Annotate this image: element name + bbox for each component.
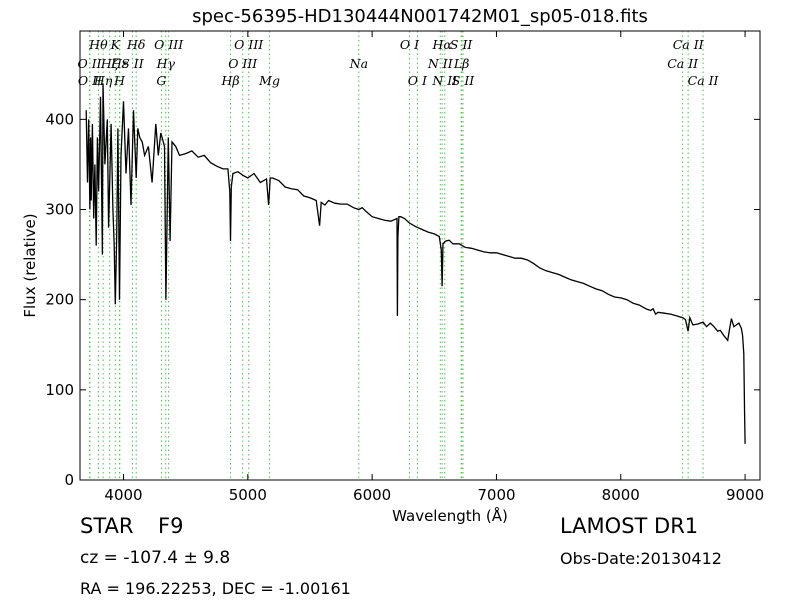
y-tick-label: 200 (45, 291, 74, 309)
line-label: Hδ (126, 37, 145, 52)
line-label: Hθ (88, 37, 108, 52)
y-tick-label: 0 (64, 471, 74, 489)
line-label: N II (431, 73, 458, 88)
line-label: S II (450, 37, 473, 52)
plot-frame (79, 30, 761, 481)
line-label: Hα (431, 37, 452, 52)
x-axis-ticks: 4000 5000 6000 7000 8000 9000 (104, 31, 764, 504)
line-label: O II (78, 56, 103, 71)
spectrum-line (85, 83, 746, 444)
line-label: Hβ (220, 73, 239, 88)
line-label: H (113, 73, 126, 88)
line-label: S II (121, 56, 144, 71)
spectral-line-labels: O II O II Hθ Hη Hζ K Hε H S II Hδ G Hγ O III Hβ O III O… (78, 37, 720, 88)
line-label: O I (400, 37, 420, 52)
y-tick-label: 100 (45, 381, 74, 399)
chart-title: spec-56395-HD130444N001742M01_sp05-018.f… (192, 6, 648, 27)
line-label: O I (408, 73, 428, 88)
x-tick-label: 6000 (353, 486, 391, 504)
x-axis-label: Wavelength (Å) (392, 506, 508, 525)
line-label: S II (452, 73, 475, 88)
line-label: Hζ (100, 56, 120, 71)
survey-name: LAMOST DR1 (560, 514, 699, 538)
x-tick-label: 4000 (104, 486, 142, 504)
line-label: O III (228, 56, 258, 71)
line-label: Ca II (673, 37, 705, 52)
line-label: K (110, 37, 121, 52)
y-axis-ticks: 0 100 200 300 400 (45, 110, 760, 489)
x-tick-label: 8000 (602, 486, 640, 504)
line-label: O II (78, 73, 103, 88)
line-label: Na (349, 56, 368, 71)
y-tick-label: 300 (45, 201, 74, 219)
x-tick-label: 9000 (726, 486, 764, 504)
sky-coordinates: RA = 196.22253, DEC = -1.00161 (80, 579, 351, 598)
line-label: Hη (93, 73, 113, 88)
line-label: Hε (110, 56, 129, 71)
x-tick-label: 5000 (229, 486, 267, 504)
line-label: Ca II (688, 73, 720, 88)
line-label: O III (234, 37, 264, 52)
y-tick-label: 400 (45, 110, 74, 128)
redshift-readout: cz = -107.4 ± 9.8 (80, 548, 231, 568)
line-label: O III (154, 37, 184, 52)
x-tick-label: 7000 (477, 486, 515, 504)
line-label: N II (427, 56, 454, 71)
line-label: Ca II (667, 56, 699, 71)
observation-date: Obs-Date:20130412 (560, 549, 722, 568)
y-axis-label: Flux (relative) (21, 213, 39, 317)
line-label: G (156, 73, 166, 88)
line-label: Hγ (156, 56, 176, 71)
spectral-line-markers (89, 31, 704, 480)
object-subclass: F9 (158, 514, 184, 538)
object-class: STAR (80, 514, 134, 538)
line-label: Lβ (453, 56, 470, 71)
line-label: Mg (258, 73, 280, 88)
